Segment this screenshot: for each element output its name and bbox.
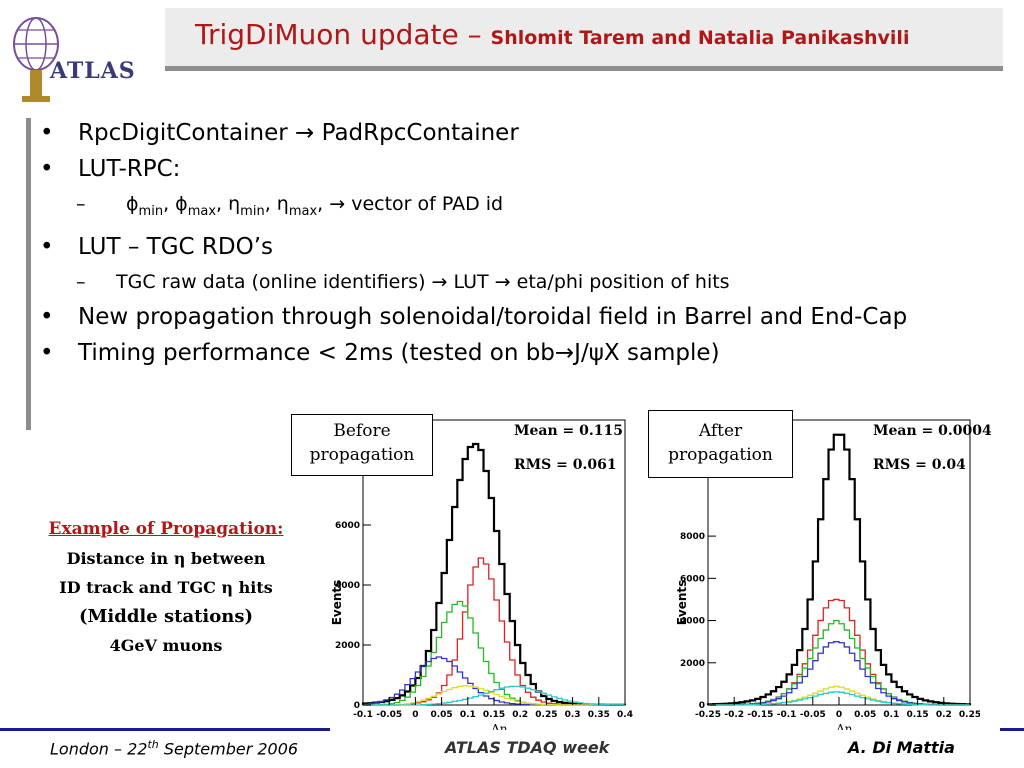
x-tick-label: 0.25 [959, 710, 980, 720]
sub-bullet-item: – TGC raw data (online identifiers) → LUT… [40, 265, 1020, 299]
label-box-before: Before propagation [291, 414, 433, 476]
x-tick-label: 0.3 [565, 710, 581, 720]
x-tick-label: -0.15 [747, 710, 773, 720]
title-main: TrigDiMuon update – [195, 18, 491, 51]
bullet-dot: • [40, 303, 54, 330]
label-box-after: After propagation [648, 410, 793, 478]
title-bar [165, 8, 1003, 68]
bullet-dot: • [40, 120, 54, 146]
title-authors: Shlomit Tarem and Natalia Panikashvili [490, 27, 910, 49]
sub-bullet-dash: – [76, 193, 86, 215]
logo-text: ATLAS [50, 58, 136, 84]
x-tick-label: -0.1 [777, 710, 797, 720]
x-tick-label: -0.05 [800, 710, 826, 720]
x-tick-label: 0.15 [906, 710, 928, 720]
y-axis-label: Events [675, 580, 689, 626]
histogram-series [361, 442, 627, 707]
label-box-text: Before propagation [309, 421, 415, 465]
x-tick-label: -0.1 [353, 710, 373, 720]
x-tick-label: -0.2 [724, 710, 744, 720]
example-head: Example of Propagation: [48, 519, 284, 539]
histogram-series [708, 641, 970, 706]
histogram-series [708, 598, 970, 706]
rms-before: RMS = 0.061 [514, 457, 617, 473]
footer-left: London – 22th September 2006 [50, 738, 299, 759]
example-line: ID track and TGC η hits [59, 578, 273, 597]
example-line: (Middle stations) [78, 606, 253, 627]
sub-bullet-dash: – [76, 270, 86, 293]
y-tick-label: 2000 [680, 659, 705, 669]
footer-center: ATLAS TDAQ week [445, 738, 610, 757]
y-tick-label: 6000 [680, 574, 705, 584]
histogram-before: -0.1 -0.05 0 0.05 0.1 0.15 0.2 0.25 0.3 0.35 0.4 0 2… [330, 419, 633, 730]
sub-bullet-text: ϕmin, ϕmax, ηmin, ηmax, → vector of PAD … [126, 193, 504, 219]
histogram-series [708, 691, 970, 706]
bullet-item: • LUT – TGC RDO’s [40, 229, 1020, 265]
slide-title: TrigDiMuon update – Shlomit Tarem and Na… [195, 18, 909, 51]
x-tick-label: -0.05 [376, 710, 402, 720]
bullet-text: New propagation through solenoidal/toroi… [78, 303, 908, 330]
footer-right: A. Di Mattia [848, 738, 955, 757]
sub-bullet-item: – ϕmin, ϕmax, ηmin, ηmax, → vector of PAD… [40, 187, 1020, 229]
x-tick-label: -0.25 [695, 710, 721, 720]
y-tick-label: 2000 [335, 641, 360, 651]
x-tick-label: 0.1 [883, 710, 899, 720]
bullet-item: • RpcDigitContainer → PadRpcContainer [40, 115, 1020, 151]
x-tick-label: 0 [412, 710, 418, 720]
x-tick-label: 0 [836, 710, 842, 720]
x-axis-label: Δη [836, 722, 852, 730]
bullet-list: • RpcDigitContainer → PadRpcContainer • LU… [40, 115, 1020, 371]
footer-rule-right [1000, 728, 1024, 731]
y-tick-label: 4000 [335, 581, 360, 591]
example-caption: Example of Propagation: Distance in η be… [18, 515, 314, 660]
footer-rule-left [0, 728, 330, 731]
bullet-dot: • [40, 233, 54, 260]
x-tick-label: 0.05 [854, 710, 876, 720]
x-tick-label: 0.1 [460, 710, 476, 720]
y-tick-label: 6000 [335, 521, 360, 531]
x-tick-label: 0.4 [617, 710, 633, 720]
bullet-text: LUT-RPC: [78, 156, 181, 182]
bullet-text: Timing performance < 2ms (tested on bb→J… [78, 339, 720, 366]
bullet-item: • New propagation through solenoidal/toro… [40, 299, 1020, 335]
x-tick-label: 0.2 [512, 710, 528, 720]
rms-after: RMS = 0.04 [873, 457, 966, 473]
example-line: 4GeV muons [109, 636, 223, 655]
histogram-series [363, 685, 626, 706]
sub-bullet-text: TGC raw data (online identifiers) → LUT … [116, 270, 730, 293]
mean-after: Mean = 0.0004 [873, 423, 992, 439]
histogram-after: -0.25 -0.2 -0.15 -0.1 -0.05 0 0.05 0.1 0.15 0.2 0.… [675, 419, 980, 730]
x-tick-label: 0.05 [430, 710, 452, 720]
bullet-item: • LUT-RPC: [40, 151, 1020, 187]
mean-before: Mean = 0.115 [514, 423, 623, 439]
bullet-text: LUT – TGC RDO’s [78, 233, 274, 260]
bullet-item: • Timing performance < 2ms (tested on bb→… [40, 335, 1020, 371]
atlas-logo-icon [13, 17, 59, 102]
histogram-series [706, 433, 972, 706]
label-box-text: After propagation [668, 421, 773, 465]
y-tick-label: 0 [354, 701, 360, 711]
x-tick-label: 0.2 [936, 710, 952, 720]
y-axis-label: Events [330, 580, 344, 626]
x-axis-label: Δη [491, 722, 507, 730]
x-tick-label: 0.15 [483, 710, 505, 720]
x-tick-label: 0.25 [535, 710, 557, 720]
y-tick-label: 0 [699, 701, 705, 711]
title-shadow [165, 66, 1003, 71]
y-tick-label: 8000 [680, 532, 705, 542]
y-tick-label: 4000 [680, 617, 705, 627]
bullet-text: RpcDigitContainer → PadRpcContainer [78, 120, 519, 146]
atlas-logo: ATLAS [6, 8, 156, 108]
left-rule [26, 118, 31, 430]
bullet-dot: • [40, 156, 54, 182]
bullet-dot: • [40, 339, 54, 366]
example-line: Distance in η between [66, 549, 266, 568]
x-tick-label: 0.35 [588, 710, 610, 720]
